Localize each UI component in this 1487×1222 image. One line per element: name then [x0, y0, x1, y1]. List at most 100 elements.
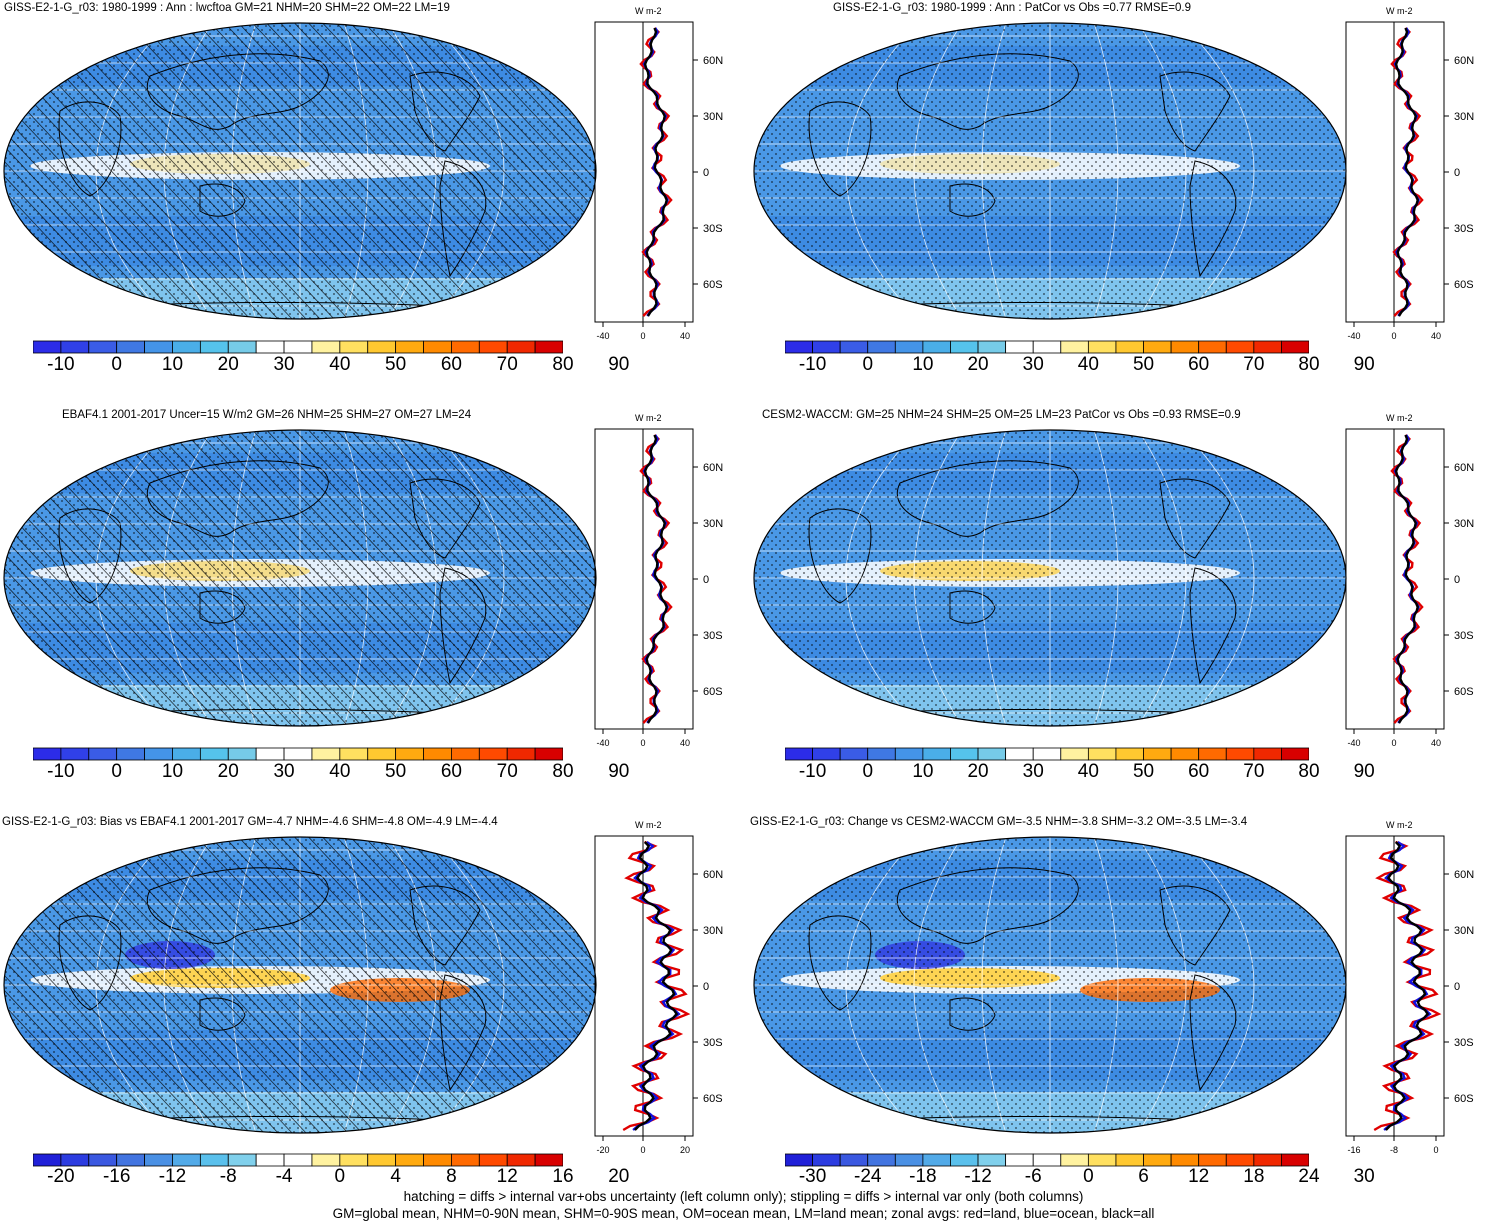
colorbar-tick-label: 40	[1077, 761, 1099, 782]
stippling	[4, 837, 596, 1133]
lat-tick-label: 0	[1454, 574, 1460, 586]
colorbar-swatch	[451, 747, 480, 761]
colorbar-swatch	[339, 747, 369, 761]
x-tick-label: 0	[1391, 331, 1396, 341]
colorbar-tick-label: 40	[329, 354, 351, 375]
x-tick-label: 20	[680, 1145, 690, 1155]
lat-tick-label: 30S	[1454, 630, 1474, 642]
colorbar-swatch	[199, 1153, 229, 1167]
colorbar-tick-label: -18	[909, 1166, 937, 1187]
colorbar	[33, 340, 563, 354]
footer-notes: hatching = diffs > internal var+obs unce…	[0, 1188, 1487, 1222]
lat-tick-label: 0	[703, 574, 709, 586]
colorbar-swatch	[478, 747, 508, 761]
colorbar-swatch	[1087, 1153, 1117, 1167]
colorbar-swatch	[839, 340, 869, 354]
colorbar-swatch	[255, 1153, 285, 1167]
zonal-unit-label: W m-2	[1386, 6, 1413, 16]
footer-line-2: GM=global mean, NHM=0-90N mean, SHM=0-90…	[332, 1206, 1155, 1221]
colorbar-swatch	[1225, 1153, 1255, 1167]
colorbar-tick-label: 12	[1188, 1166, 1210, 1187]
zonal-profile	[1394, 434, 1419, 724]
colorbar-swatch	[1198, 1153, 1227, 1167]
colorbar-swatch	[1253, 1153, 1282, 1167]
colorbar-tick-label: 90	[608, 761, 630, 782]
colorbar-swatch	[977, 1153, 1007, 1167]
colorbar-swatch	[1281, 340, 1309, 354]
colorbar-tick-label: 30	[1022, 354, 1044, 375]
colorbar-swatch	[367, 340, 397, 354]
colorbar-tick-label: 0	[862, 761, 874, 782]
lat-tick-label: 60S	[1454, 279, 1474, 291]
zonal-profile	[1373, 840, 1442, 1132]
zonal-mean-plot: W m-2 -40 0 40 60N 30N 0 30S 60S	[594, 6, 723, 341]
colorbar-swatch	[785, 747, 813, 761]
colorbar-tick-label: -10	[798, 354, 827, 375]
colorbar-tick-label: 0	[1083, 1166, 1094, 1187]
lat-tick-label: 30S	[1454, 223, 1474, 235]
lat-tick-label: 0	[1454, 981, 1460, 993]
colorbar-tick-label: -10	[47, 761, 75, 782]
colorbar-swatch	[367, 1153, 397, 1167]
colorbar-tick-label: -24	[854, 1166, 882, 1187]
colorbar-swatch	[116, 340, 145, 354]
zonal-unit-label: W m-2	[1386, 820, 1413, 830]
colorbar-swatch	[60, 747, 90, 761]
colorbar-tick-label: 30	[1353, 1166, 1375, 1187]
colorbar-swatch	[506, 747, 536, 761]
colorbar-tick-label: 4	[390, 1166, 401, 1187]
colorbar-labels: -20 -16 -12 -8 -4 0 4 8 12 16 20	[33, 1166, 629, 1190]
colorbar-swatch	[60, 1153, 90, 1167]
colorbar-swatch	[1115, 1153, 1144, 1167]
lat-tick-label: 60S	[703, 279, 723, 291]
colorbar-swatch	[283, 1153, 313, 1167]
colorbar-tick-label: 24	[1298, 1166, 1320, 1187]
colorbar-tick-label: -10	[47, 354, 75, 375]
colorbar-swatch	[1253, 340, 1282, 354]
colorbar-swatch	[255, 747, 285, 761]
zonal-profile	[643, 27, 668, 317]
colorbar-swatch	[1087, 340, 1117, 354]
lat-tick-label: 30S	[703, 223, 723, 235]
zonal-profile	[622, 840, 691, 1132]
map-border	[3, 22, 597, 320]
panel-title: GISS-E2-1-G_r03: 1980-1999 : Ann : lwcft…	[4, 2, 450, 14]
colorbar-tick-label: 20	[967, 761, 989, 782]
colorbar-swatch	[785, 340, 813, 354]
colorbar-swatch	[1005, 340, 1034, 354]
stippling	[754, 837, 1346, 1133]
colorbar-swatch	[977, 340, 1007, 354]
lat-tick-label: 60S	[703, 1093, 723, 1105]
colorbar-tick-label: 12	[496, 1166, 518, 1187]
lat-tick-label: 30N	[703, 111, 723, 123]
colorbar-tick-label: 40	[1077, 354, 1099, 375]
x-tick-label: 40	[680, 738, 690, 748]
lat-tick-label: 60N	[703, 869, 723, 881]
colorbar-swatch	[839, 747, 869, 761]
colorbar-swatch	[1143, 747, 1172, 761]
robinson-map	[3, 429, 597, 727]
colorbar-tick-label: 50	[1132, 354, 1155, 375]
colorbar-swatch	[1115, 340, 1144, 354]
colorbar-swatch	[311, 747, 341, 761]
colorbar-tick-label: -20	[47, 1166, 75, 1187]
robinson-map	[753, 429, 1347, 727]
colorbar-swatch	[950, 340, 979, 354]
panel-title: EBAF4.1 2001-2017 Uncer=15 W/m2 GM=26 NH…	[62, 409, 472, 421]
colorbar-swatch	[1225, 340, 1255, 354]
colorbar-tick-label: 80	[552, 354, 574, 375]
colorbar-swatch	[1032, 1153, 1062, 1167]
colorbar-swatch	[283, 340, 313, 354]
colorbar-tick-label: -6	[1024, 1166, 1042, 1187]
colorbar-swatch	[1060, 340, 1089, 354]
colorbar	[33, 1153, 563, 1167]
panel-title: GISS-E2-1-G_r03: 1980-1999 : Ann : PatCo…	[833, 2, 1191, 14]
colorbar-swatch	[922, 747, 951, 761]
colorbar-labels: -10 0 10 20 30 40 50 60 70 80 90	[785, 761, 1375, 785]
colorbar	[785, 747, 1309, 761]
colorbar-labels: -10 0 10 20 30 40 50 60 70 80 90	[33, 354, 629, 378]
colorbar-swatch	[1198, 747, 1227, 761]
colorbar-tick-label: -4	[275, 1166, 293, 1187]
colorbar-tick-label: -10	[798, 761, 827, 782]
colorbar-swatch	[894, 340, 924, 354]
